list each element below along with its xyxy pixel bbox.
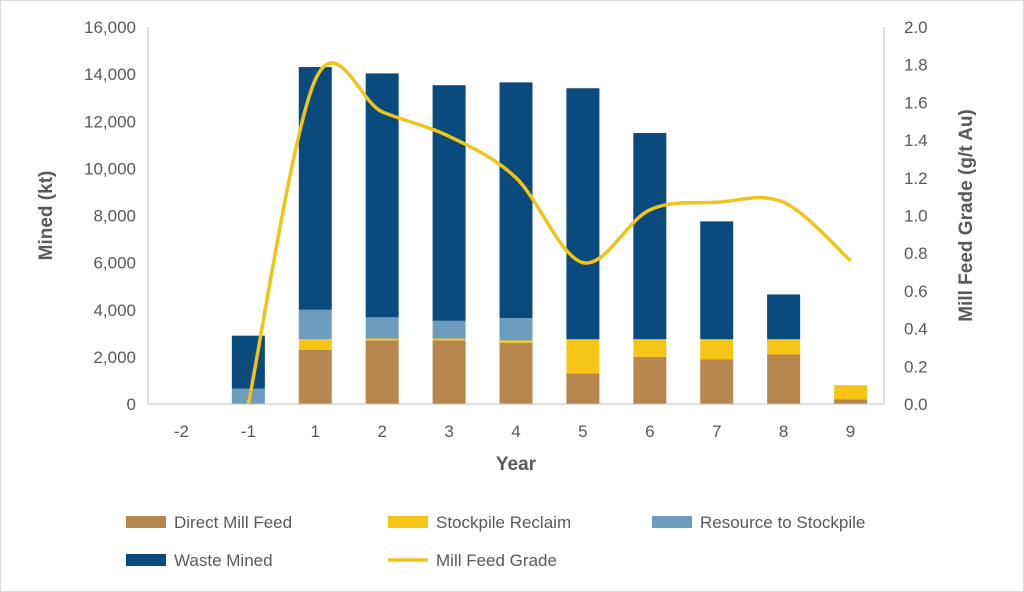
- bar-direct-mill-feed-4: [499, 342, 533, 404]
- y-tick-label: 4,000: [93, 301, 136, 320]
- x-tick-label: 6: [645, 422, 654, 441]
- y-axis-title: Mined (kt): [36, 171, 57, 261]
- bar-waste-mined-5: [566, 88, 600, 340]
- y2-tick-label: 0.0: [904, 395, 928, 414]
- legend-swatch-direct-mill-feed: [126, 516, 166, 528]
- bar-stockpile-reclaim-5: [566, 339, 600, 374]
- bar-stockpile-reclaim-3: [432, 338, 466, 341]
- bar-direct-mill-feed-5: [566, 373, 600, 404]
- x-tick-label: 7: [712, 422, 721, 441]
- y2-tick-label: 0.8: [904, 244, 928, 263]
- bar-stockpile-reclaim-6: [633, 339, 667, 357]
- y2-axis-title: Mill Feed Grade (g/t Au): [956, 109, 977, 322]
- y2-tick-label: 0.6: [904, 282, 928, 301]
- legend: Direct Mill Feed Stockpile Reclaim Resourc…: [126, 513, 865, 570]
- bar-resource-to-stockpile-4: [499, 317, 533, 341]
- x-tick-label: 2: [377, 422, 386, 441]
- legend-label-stockpile-reclaim: Stockpile Reclaim: [436, 513, 571, 532]
- bar-stockpile-reclaim-9: [834, 385, 868, 400]
- y2-tick-label: 1.0: [904, 207, 928, 226]
- x-tick-label: 8: [779, 422, 788, 441]
- grade-line-layer: [246, 61, 852, 405]
- bars-layer: [231, 67, 868, 404]
- legend-label-resource-to-stockpile: Resource to Stockpile: [700, 513, 865, 532]
- bar-direct-mill-feed-6: [633, 356, 667, 404]
- legend-swatch-waste-mined: [126, 554, 166, 566]
- axes-layer: 0 2,000 4,000 6,000 8,000 10,000 12,000 14,000 1…: [84, 18, 928, 441]
- y2-tick-label: 0.4: [904, 320, 928, 339]
- bar-direct-mill-feed-2: [365, 340, 399, 404]
- bar-stockpile-reclaim-7: [700, 339, 734, 360]
- x-tick-label: 3: [444, 422, 453, 441]
- bar-resource-to-stockpile-1: [298, 309, 332, 340]
- bar-resource-to-stockpile-2: [365, 317, 399, 339]
- x-axis-title: Year: [496, 454, 537, 475]
- legend-swatch-stockpile-reclaim: [388, 516, 428, 528]
- x-tick-label: 4: [511, 422, 520, 441]
- x-tick-label: -1: [241, 422, 256, 441]
- y2-tick-label: 0.2: [904, 357, 928, 376]
- series-line-mill-feed-grade: [246, 61, 852, 405]
- bar-stockpile-reclaim-4: [499, 340, 533, 343]
- bar-direct-mill-feed-1: [298, 349, 332, 404]
- y-tick-label: 16,000: [84, 18, 136, 37]
- bar-direct-mill-feed-9: [834, 399, 868, 404]
- bar-waste-mined-8: [767, 294, 801, 340]
- bar-waste-mined-7: [700, 221, 734, 340]
- y-tick-label: 6,000: [93, 254, 136, 273]
- bar-waste-mined-3: [432, 85, 466, 321]
- legend-swatch-resource-to-stockpile: [652, 516, 692, 528]
- legend-label-direct-mill-feed: Direct Mill Feed: [174, 513, 292, 532]
- bar-waste-mined-6: [633, 133, 667, 340]
- legend-label-waste-mined: Waste Mined: [174, 551, 273, 570]
- y-tick-label: 10,000: [84, 159, 136, 178]
- y2-tick-label: 1.6: [904, 93, 928, 112]
- y-tick-label: 8,000: [93, 207, 136, 226]
- legend-label-mill-feed-grade: Mill Feed Grade: [436, 551, 557, 570]
- x-tick-label: -2: [174, 422, 189, 441]
- bar-stockpile-reclaim-2: [365, 338, 399, 341]
- y-tick-label: 2,000: [93, 348, 136, 367]
- y2-tick-label: 1.4: [904, 131, 928, 150]
- bar-resource-to-stockpile-3: [432, 320, 466, 339]
- bar-stockpile-reclaim-8: [767, 339, 801, 355]
- bar-waste-mined-4: [499, 82, 533, 318]
- bar-direct-mill-feed-7: [700, 359, 734, 404]
- x-tick-label: 5: [578, 422, 587, 441]
- bar-direct-mill-feed-3: [432, 340, 466, 404]
- x-tick-label: 1: [311, 422, 320, 441]
- bar-waste-mined-2: [365, 73, 399, 318]
- bar-waste-mined-1: [298, 67, 332, 310]
- y2-tick-label: 2.0: [904, 18, 928, 37]
- y-tick-label: 0: [127, 395, 136, 414]
- y-tick-label: 12,000: [84, 112, 136, 131]
- bar-stockpile-reclaim-1: [298, 339, 332, 350]
- x-tick-label: 9: [846, 422, 855, 441]
- y-tick-label: 14,000: [84, 65, 136, 84]
- y2-tick-label: 1.8: [904, 56, 928, 75]
- y2-tick-label: 1.2: [904, 169, 928, 188]
- bar-direct-mill-feed-8: [767, 354, 801, 404]
